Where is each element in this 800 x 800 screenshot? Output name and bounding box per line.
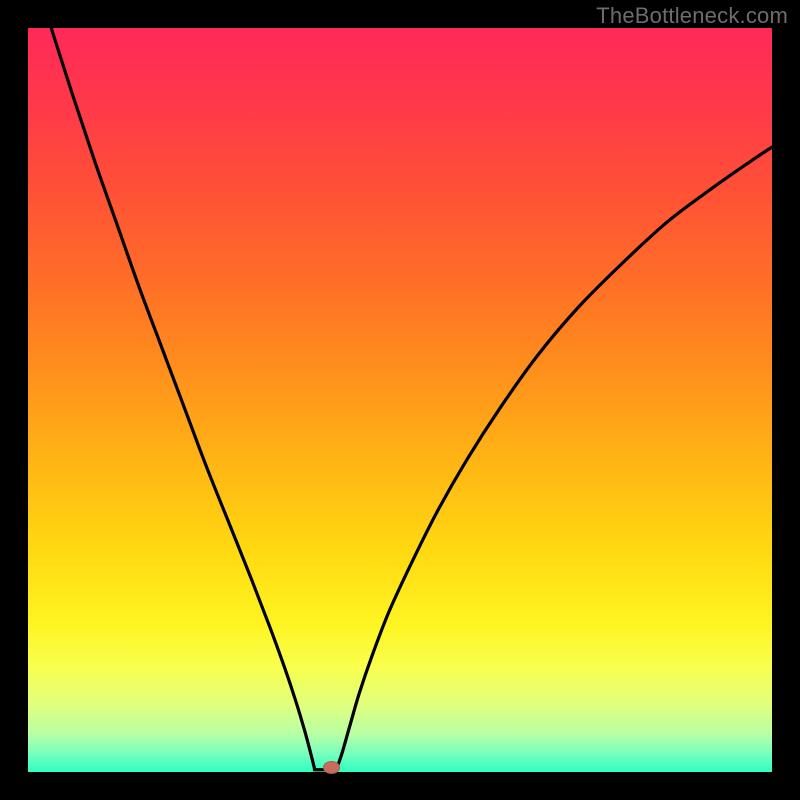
optimal-point-marker <box>324 762 340 774</box>
bottleneck-chart <box>0 0 800 800</box>
chart-container: TheBottleneck.com <box>0 0 800 800</box>
watermark-text: TheBottleneck.com <box>596 3 788 29</box>
chart-gradient-background <box>28 28 772 772</box>
